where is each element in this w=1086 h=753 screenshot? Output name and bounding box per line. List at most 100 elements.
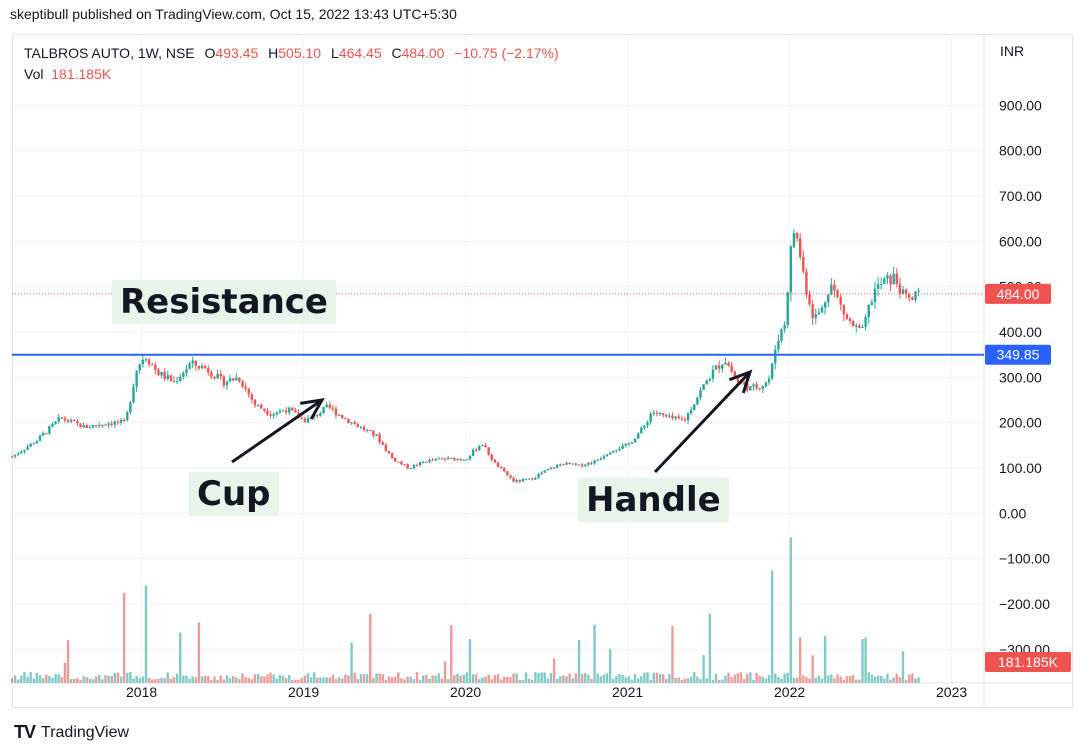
candle-body xyxy=(13,454,17,457)
candle-body xyxy=(26,446,29,450)
candle-body xyxy=(288,407,291,413)
volume-bar xyxy=(182,675,185,683)
volume-bar xyxy=(393,676,397,683)
volume-bar xyxy=(780,678,783,683)
volume-bar xyxy=(584,672,587,683)
candle-body xyxy=(627,443,631,445)
volume-bar xyxy=(649,679,652,683)
candle-body xyxy=(241,381,244,387)
volume-value-badge xyxy=(985,652,1071,672)
volume-bar xyxy=(546,678,550,683)
candle-body xyxy=(253,399,257,406)
candle-body xyxy=(861,326,864,328)
symbol-name[interactable]: TALBROS AUTO, 1W, NSE xyxy=(24,45,195,61)
candle-body xyxy=(658,412,662,414)
candle-body xyxy=(122,420,126,422)
resistance-annotation[interactable]: Resistance xyxy=(112,280,336,324)
candle-body xyxy=(390,453,394,458)
candle-body xyxy=(269,414,272,416)
tradingview-brand: TradingView xyxy=(41,723,130,741)
volume-bar xyxy=(524,672,528,683)
candle-body xyxy=(886,275,889,279)
candle-body xyxy=(169,375,173,381)
candle-body xyxy=(462,459,465,461)
candle-body xyxy=(188,363,191,369)
candle-body xyxy=(823,302,827,308)
candle-body xyxy=(303,418,307,423)
candle-body xyxy=(693,404,696,411)
volume-bar xyxy=(699,679,702,683)
candle-body xyxy=(406,464,409,469)
y-tick-label: 0.00 xyxy=(999,505,1026,521)
candle-body xyxy=(484,445,487,448)
volume-bar xyxy=(32,678,36,683)
volume-bar xyxy=(484,676,487,683)
candle-body xyxy=(552,467,556,469)
volume-bar xyxy=(378,673,381,683)
candle-body xyxy=(425,461,428,463)
handle-annotation[interactable]: Handle xyxy=(578,478,729,522)
volume-bar xyxy=(512,673,515,683)
candle-body xyxy=(503,468,506,472)
volume-bar xyxy=(110,676,113,683)
volume-bar xyxy=(104,675,107,683)
y-tick-label: 300.00 xyxy=(999,369,1042,385)
candle-body xyxy=(163,371,166,379)
candle-body xyxy=(599,458,603,460)
candle-body xyxy=(808,294,811,305)
candle-body xyxy=(783,324,786,329)
volume-bar xyxy=(506,676,509,683)
candle-body xyxy=(683,419,687,421)
candle-body xyxy=(403,464,406,466)
volume-bar xyxy=(465,672,469,683)
candle-body xyxy=(845,314,849,319)
chart-frame[interactable] xyxy=(12,34,1073,708)
candle-body xyxy=(260,404,263,409)
handle-arrow-line[interactable] xyxy=(653,370,752,474)
candle-body xyxy=(378,434,381,443)
volume-bar xyxy=(777,676,780,683)
volume-bar xyxy=(160,677,163,683)
volume-bar xyxy=(266,674,269,683)
candle-body xyxy=(555,465,559,468)
volume-bar xyxy=(652,672,655,683)
candle-body xyxy=(605,454,609,457)
y-tick-label: 700.00 xyxy=(999,188,1042,204)
candle-body xyxy=(197,365,201,369)
candle-body xyxy=(32,443,36,445)
tradingview-footer[interactable]: TV TradingView xyxy=(14,722,129,743)
candle-body xyxy=(646,422,649,426)
currency-label[interactable]: INR xyxy=(1000,43,1025,59)
candle-body xyxy=(48,426,51,434)
volume-bar xyxy=(752,679,755,683)
volume-bar xyxy=(207,676,210,683)
volume-bar xyxy=(13,675,17,683)
candle-body xyxy=(69,420,73,422)
candle-body xyxy=(855,325,858,327)
candle-body xyxy=(789,246,793,293)
volume-bar xyxy=(60,677,64,683)
candle-body xyxy=(150,364,154,366)
candle-body xyxy=(518,480,522,482)
candle-body xyxy=(275,412,279,415)
cup-annotation[interactable]: Cup xyxy=(189,472,279,516)
candle-body xyxy=(761,386,765,389)
volume-bar xyxy=(400,678,403,683)
candle-body xyxy=(571,463,574,465)
candle-body xyxy=(727,362,730,366)
volume-bar xyxy=(225,675,229,683)
volume-bar xyxy=(163,678,166,683)
candle-body xyxy=(584,464,587,467)
candle-body xyxy=(524,479,528,481)
volume-bar xyxy=(855,679,858,683)
volume-bar xyxy=(665,679,668,683)
volume-bar xyxy=(580,673,584,683)
volume-bar xyxy=(736,673,740,683)
close-label: C xyxy=(391,45,402,61)
volume-bar xyxy=(895,673,898,683)
cup-arrow-line[interactable] xyxy=(231,398,323,464)
volume-bar xyxy=(122,593,126,683)
volume-bar xyxy=(767,675,771,683)
candle-body xyxy=(291,407,294,411)
